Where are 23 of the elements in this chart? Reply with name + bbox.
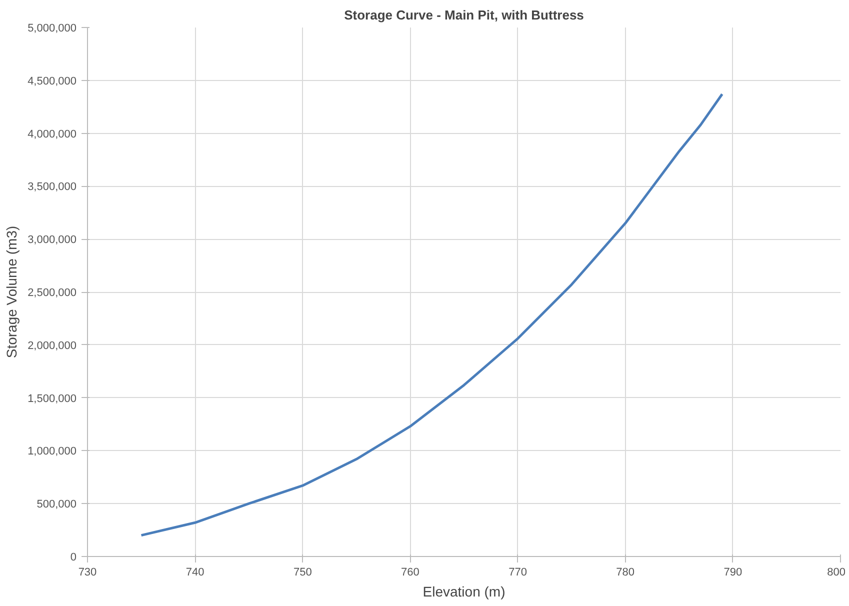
line-series: [140, 92, 724, 537]
x-tick-label: 770: [508, 566, 527, 578]
x-tick-label: 750: [293, 566, 312, 578]
chart-title: Storage Curve - Main Pit, with Buttress: [344, 8, 584, 22]
y-tick-label: 0: [70, 552, 77, 564]
y-tick-label: 4,500,000: [28, 75, 76, 88]
x-tick-label: 760: [401, 566, 420, 578]
y-tick-label: 2,500,000: [28, 287, 76, 299]
y-axis-title: Storage Volume (m3): [4, 226, 20, 358]
y-tick-label: 4,000,000: [28, 128, 76, 140]
y-tick-label: 3,000,000: [28, 234, 76, 246]
y-tick-label: 500,000: [36, 498, 77, 511]
y-tick-label: 1,000,000: [28, 446, 76, 458]
x-tick-label: 790: [724, 566, 742, 578]
x-tick-label: 780: [616, 566, 635, 578]
y-tick-label: 2,000,000: [28, 340, 76, 352]
x-tick-label: 730: [78, 566, 97, 578]
x-axis-title: Elevation (m): [422, 584, 506, 600]
y-tick-label: 5,000,000: [28, 22, 76, 34]
y-tick-label: 1,500,000: [28, 392, 76, 405]
y-tick-label: 3,500,000: [28, 181, 76, 194]
x-tick-label: 800: [827, 566, 846, 578]
x-tick-label: 740: [186, 566, 204, 578]
